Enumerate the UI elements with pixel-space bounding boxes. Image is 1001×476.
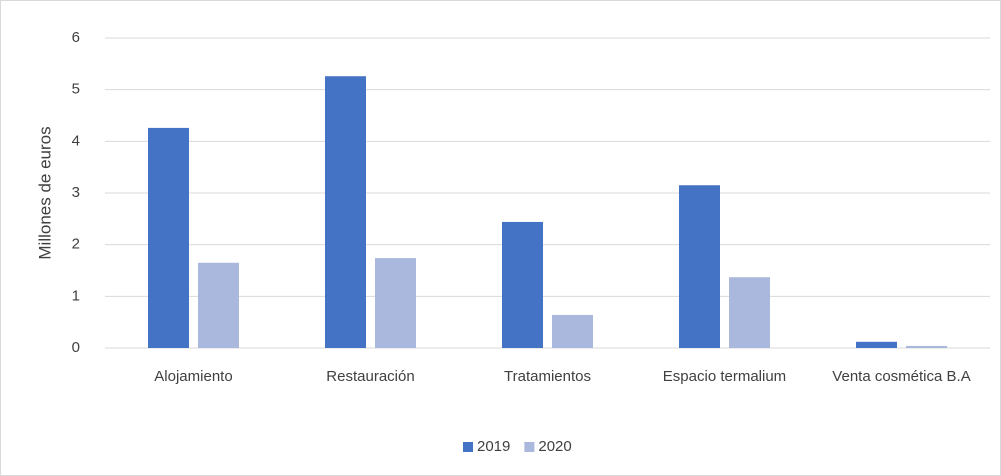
x-tick-label: Restauración (326, 368, 414, 385)
legend-label: 2020 (538, 438, 571, 455)
bar (148, 127, 189, 349)
y-tick-label: 2 (72, 236, 80, 253)
y-axis-label: Millones de euros (35, 126, 54, 259)
y-tick-label: 3 (72, 184, 80, 201)
y-tick-label: 1 (72, 287, 80, 304)
bar (375, 258, 416, 348)
bar (729, 277, 770, 348)
x-tick-label: Tratamientos (504, 368, 591, 385)
bar (552, 314, 593, 348)
x-tick-label: Venta cosmética B.A (832, 368, 970, 385)
y-tick-label: 6 (72, 29, 80, 46)
y-tick-label: 4 (72, 132, 80, 149)
bar (856, 341, 897, 348)
bar (502, 221, 543, 348)
legend-label: 2019 (477, 438, 510, 455)
bar (906, 345, 947, 348)
bar (325, 76, 366, 348)
bar (679, 185, 720, 348)
bar (198, 262, 239, 348)
y-tick-label: 5 (72, 81, 80, 98)
legend-swatch (463, 442, 473, 452)
x-tick-label: Espacio termalium (663, 368, 786, 385)
y-tick-label: 0 (72, 339, 80, 356)
legend-swatch (524, 442, 535, 452)
x-tick-label: Alojamiento (154, 368, 232, 385)
